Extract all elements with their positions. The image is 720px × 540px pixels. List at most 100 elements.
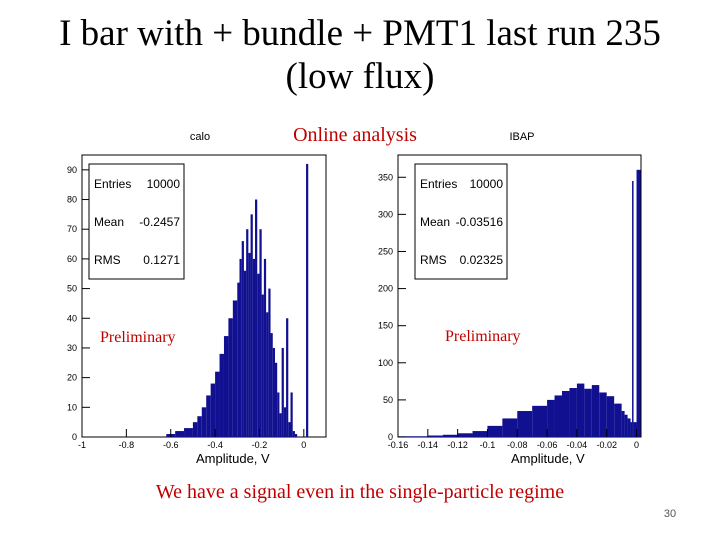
histogram-bar xyxy=(599,392,607,437)
histogram-bar xyxy=(219,353,224,437)
y-tick-label: 70 xyxy=(67,224,77,234)
histogram-bar xyxy=(283,407,287,437)
histogram-bar xyxy=(266,312,269,437)
stats-label: Mean xyxy=(94,215,124,229)
x-tick-label: -0.06 xyxy=(537,440,558,450)
histogram-bar xyxy=(472,431,488,437)
histogram-bar xyxy=(547,399,555,437)
x-tick-label: 0 xyxy=(301,440,306,450)
histogram-bar xyxy=(630,422,633,437)
histogram-bar xyxy=(246,229,249,437)
histogram-bar xyxy=(614,403,622,437)
histogram-bar xyxy=(294,434,298,437)
x-tick-label: -0.4 xyxy=(207,440,223,450)
stats-value: 10000 xyxy=(470,177,504,191)
histogram-bar xyxy=(248,252,251,437)
y-tick-label: 0 xyxy=(388,432,393,442)
histogram-name: calo xyxy=(190,131,210,143)
stats-box xyxy=(88,163,185,280)
histogram-bar xyxy=(633,422,637,437)
histogram-bar xyxy=(215,371,220,437)
x-tick-label: -0.02 xyxy=(596,440,617,450)
stats-value: -0.2457 xyxy=(139,215,180,229)
x-tick-label: -0.1 xyxy=(480,440,496,450)
histogram-bar xyxy=(255,199,258,437)
y-tick-label: 90 xyxy=(67,165,77,175)
histogram-name: IBAP xyxy=(509,131,534,143)
stats-label: Mean xyxy=(420,215,450,229)
histogram-bar xyxy=(281,347,284,437)
histogram-bar xyxy=(279,413,282,437)
stats-label: RMS xyxy=(420,253,447,267)
y-tick-label: 60 xyxy=(67,254,77,264)
x-tick-label: -0.2 xyxy=(252,440,268,450)
histogram-bar xyxy=(274,362,278,437)
histogram-bar xyxy=(288,422,291,437)
x-tick-label: -0.08 xyxy=(507,440,528,450)
histogram-bar xyxy=(223,336,229,437)
stats-value: 0.1271 xyxy=(143,253,180,267)
histogram-bar xyxy=(175,431,185,437)
y-tick-label: 300 xyxy=(378,209,393,219)
histogram-bar xyxy=(250,214,253,437)
histogram-bar xyxy=(232,300,238,437)
histogram-bar xyxy=(277,392,280,437)
stats-value: 0.02325 xyxy=(460,253,504,267)
histogram-bar xyxy=(210,383,216,437)
histogram-bar xyxy=(259,229,262,437)
histogram-bar xyxy=(201,407,207,437)
y-tick-label: 80 xyxy=(67,195,77,205)
histogram-bar xyxy=(632,180,634,437)
x-tick-label: -0.04 xyxy=(567,440,588,450)
histogram-bar xyxy=(487,425,503,437)
histogram-bar xyxy=(621,411,625,437)
calo-histogram-panel: -1 -0.8 -0.6 -0.4 -0.2 0 0 10 20 30 40 50 60 70 80 90 Am… xyxy=(67,131,327,466)
slide-title: I bar with + bundle + PMT1 last run 235 … xyxy=(0,12,720,98)
preliminary-annotation: Preliminary xyxy=(100,329,176,346)
histogram-bar xyxy=(561,390,570,437)
histogram-bar xyxy=(228,318,233,437)
x-tick-label: -1 xyxy=(78,440,86,450)
histogram-bar xyxy=(268,288,271,437)
histogram-bar xyxy=(252,258,256,437)
histogram-bar xyxy=(442,434,458,437)
slide-number: 30 xyxy=(663,508,677,520)
y-tick-label: 0 xyxy=(72,432,77,442)
histogram-bar xyxy=(257,273,260,437)
x-tick-label: -0.14 xyxy=(418,440,439,450)
y-tick-label: 350 xyxy=(378,172,393,182)
histogram-bar xyxy=(263,258,267,437)
histogram-bar xyxy=(270,333,273,437)
histogram-bar xyxy=(554,395,562,437)
histogram-bar xyxy=(272,347,275,437)
y-tick-label: 40 xyxy=(67,313,77,323)
histogram-bar xyxy=(292,431,295,437)
x-axis-label: Amplitude, V xyxy=(196,451,270,466)
y-tick-label: 200 xyxy=(378,284,393,294)
stats-label: Entries xyxy=(94,177,131,191)
histogram-bar xyxy=(197,416,202,437)
histogram-bar xyxy=(584,388,592,437)
histogram-bar xyxy=(412,436,428,437)
y-tick-label: 20 xyxy=(67,373,77,383)
histogram-bar xyxy=(239,258,242,437)
histogram-bar xyxy=(576,383,585,437)
y-tick-label: 50 xyxy=(383,395,393,405)
histogram-bar xyxy=(237,282,240,437)
stats-value: 10000 xyxy=(147,177,181,191)
histogram-bar xyxy=(261,294,264,437)
ibap-histogram-panel: -0.16 -0.14 -0.12 -0.1 -0.08 -0.06 -0.04 -0.02 0… xyxy=(378,131,642,466)
histogram-bar xyxy=(569,388,577,437)
histogram-bar xyxy=(306,163,309,437)
histogram-bar xyxy=(606,396,615,437)
histogram-bar xyxy=(502,418,518,437)
title-line-1: I bar with + bundle + PMT1 last run 235 xyxy=(59,13,661,54)
histogram-bar xyxy=(627,418,631,437)
histogram-bar xyxy=(206,395,211,437)
x-tick-label: 0 xyxy=(634,440,639,450)
histogram-bar xyxy=(591,385,600,437)
stats-label: Entries xyxy=(420,177,457,191)
y-tick-label: 150 xyxy=(378,321,393,331)
histogram-bar xyxy=(241,241,244,437)
